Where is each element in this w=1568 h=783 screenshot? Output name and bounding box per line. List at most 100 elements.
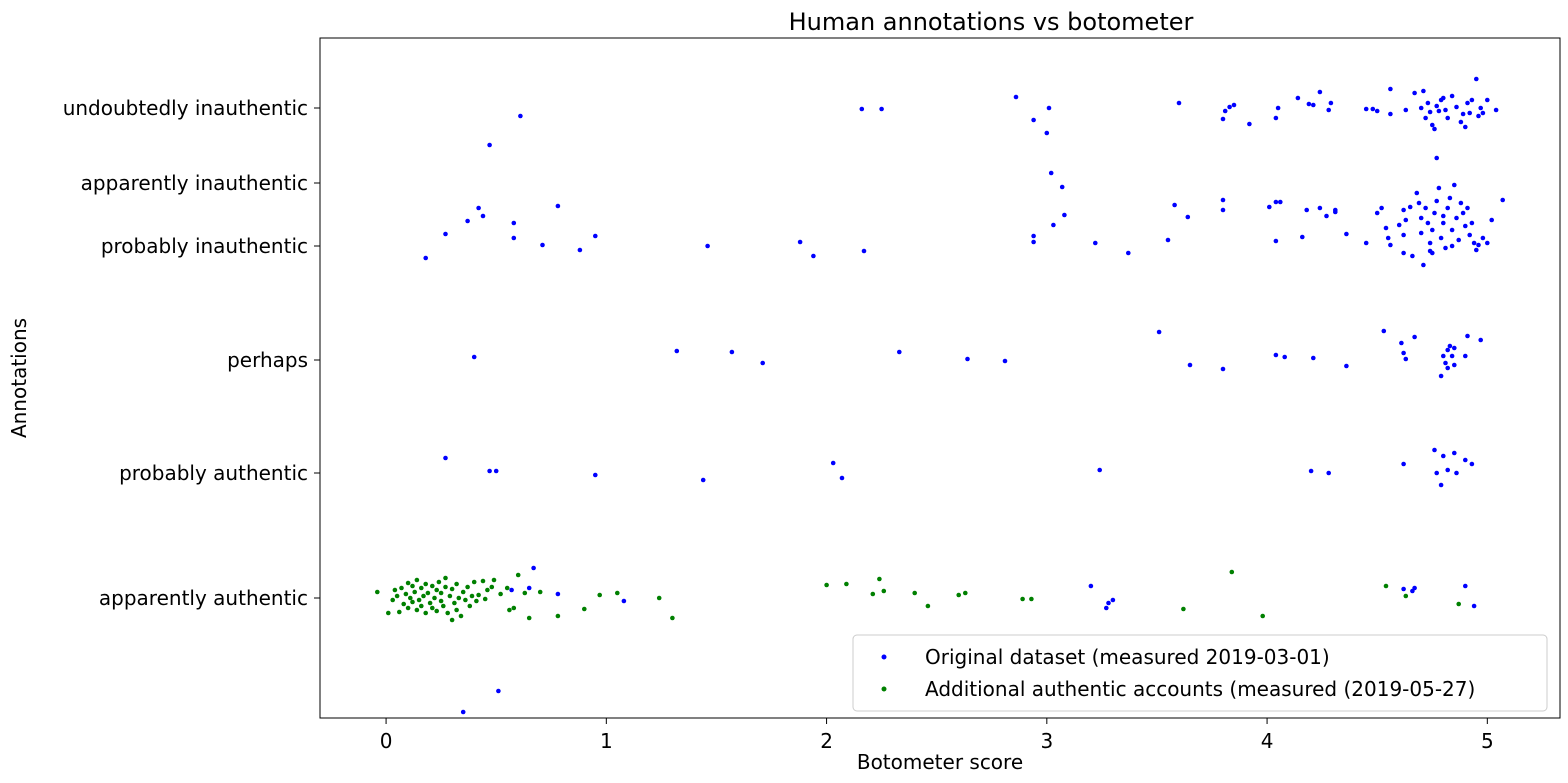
point-series-0-182: [700, 477, 706, 483]
point-series-0-187: [1326, 470, 1331, 476]
point-series-0-42: [1454, 104, 1459, 110]
point-series-0-149: [729, 349, 735, 355]
point-series-0-75: [1059, 184, 1065, 190]
point-series-0-84: [1267, 204, 1272, 210]
point-series-0-7: [1046, 105, 1052, 111]
point-series-0-31: [1425, 100, 1431, 106]
point-series-0-139: [1474, 247, 1479, 253]
point-series-0-51: [1478, 105, 1483, 111]
point-series-1-4: [394, 593, 400, 599]
point-series-1-16: [414, 577, 420, 583]
point-series-1-86: [1383, 583, 1389, 589]
point-series-0-65: [577, 247, 583, 253]
point-series-1-14: [412, 589, 418, 595]
point-series-0-10: [1222, 108, 1228, 114]
point-series-0-212: [460, 709, 466, 715]
point-series-0-43: [1458, 119, 1464, 125]
y-tick-label-5: undoubtedly inauthentic: [63, 96, 308, 120]
point-series-0-190: [1434, 470, 1439, 476]
point-series-1-30: [436, 579, 442, 585]
y-axis-label: Annotations: [7, 318, 31, 438]
point-series-0-96: [1374, 210, 1380, 216]
point-series-1-78: [925, 603, 931, 609]
x-tick-label-3: 3: [1040, 729, 1053, 753]
point-series-0-2: [859, 106, 865, 112]
point-series-0-186: [1308, 468, 1314, 474]
chart-title: Human annotations vs botometer: [789, 8, 1194, 36]
point-series-0-99: [1385, 235, 1391, 241]
point-series-0-159: [1311, 355, 1316, 361]
point-series-0-125: [1445, 205, 1450, 211]
point-series-0-196: [1463, 457, 1468, 463]
legend-box: [852, 634, 1548, 712]
point-series-1-68: [597, 592, 602, 598]
point-series-0-117: [1430, 227, 1435, 233]
x-tick-label-0: 0: [380, 729, 393, 753]
point-series-0-20: [1326, 107, 1331, 113]
point-series-0-91: [1324, 213, 1329, 219]
point-series-1-37: [447, 593, 453, 599]
point-series-1-25: [430, 583, 435, 589]
point-series-0-39: [1443, 107, 1448, 113]
point-series-0-185: [1097, 467, 1102, 473]
point-series-0-110: [1418, 215, 1424, 221]
point-series-0-87: [1273, 199, 1279, 205]
point-series-0-95: [1363, 240, 1369, 246]
point-series-1-6: [399, 585, 404, 591]
point-series-0-77: [1093, 240, 1098, 246]
point-series-1-39: [449, 586, 455, 592]
point-series-0-93: [1333, 207, 1338, 213]
point-series-0-18: [1311, 102, 1316, 108]
point-series-0-68: [797, 239, 803, 245]
point-series-1-77: [912, 590, 917, 596]
point-series-1-67: [582, 606, 587, 612]
point-series-1-64: [526, 615, 532, 621]
point-series-0-146: [1441, 213, 1446, 219]
point-series-0-171: [1447, 343, 1453, 349]
point-series-0-24: [1374, 108, 1380, 114]
point-series-0-62: [511, 235, 517, 241]
point-series-0-175: [1463, 353, 1468, 359]
point-series-0-114: [1425, 220, 1431, 226]
point-series-0-206: [1110, 597, 1116, 603]
point-series-0-181: [593, 472, 598, 478]
point-series-0-128: [1449, 243, 1455, 249]
point-series-1-58: [498, 591, 503, 597]
point-series-0-134: [1463, 223, 1468, 229]
point-series-1-3: [392, 587, 398, 593]
point-series-1-20: [421, 593, 426, 599]
point-series-1-19: [419, 603, 424, 609]
point-series-0-59: [476, 205, 481, 211]
point-series-0-203: [1088, 583, 1094, 589]
point-series-0-9: [1220, 116, 1226, 122]
point-series-1-66: [555, 613, 561, 619]
point-series-0-173: [1452, 345, 1457, 351]
point-series-0-0: [518, 113, 523, 119]
point-series-0-184: [839, 475, 845, 481]
point-series-0-127: [1449, 227, 1455, 233]
point-series-1-34: [443, 584, 448, 590]
point-series-0-72: [1031, 239, 1036, 245]
point-series-0-103: [1401, 207, 1406, 213]
point-series-1-60: [507, 607, 512, 613]
point-series-0-135: [1465, 205, 1470, 211]
legend-marker-original: [881, 654, 887, 660]
point-series-0-44: [1460, 111, 1466, 117]
point-series-0-54: [1493, 107, 1499, 113]
point-series-1-43: [456, 595, 462, 601]
point-series-0-13: [1247, 121, 1252, 127]
point-series-0-73: [1048, 170, 1054, 176]
point-series-0-147: [471, 354, 477, 360]
point-series-0-169: [1445, 347, 1450, 353]
point-series-0-74: [1051, 222, 1056, 228]
point-series-0-113: [1423, 205, 1428, 211]
point-series-0-156: [1220, 366, 1226, 372]
x-tick-label-1: 1: [600, 729, 613, 753]
point-series-0-14: [1273, 115, 1279, 121]
point-series-0-109: [1416, 200, 1422, 206]
point-series-0-211: [1471, 603, 1477, 609]
point-series-0-178: [443, 455, 448, 461]
point-series-0-205: [1106, 600, 1111, 606]
point-series-0-142: [1485, 240, 1490, 246]
